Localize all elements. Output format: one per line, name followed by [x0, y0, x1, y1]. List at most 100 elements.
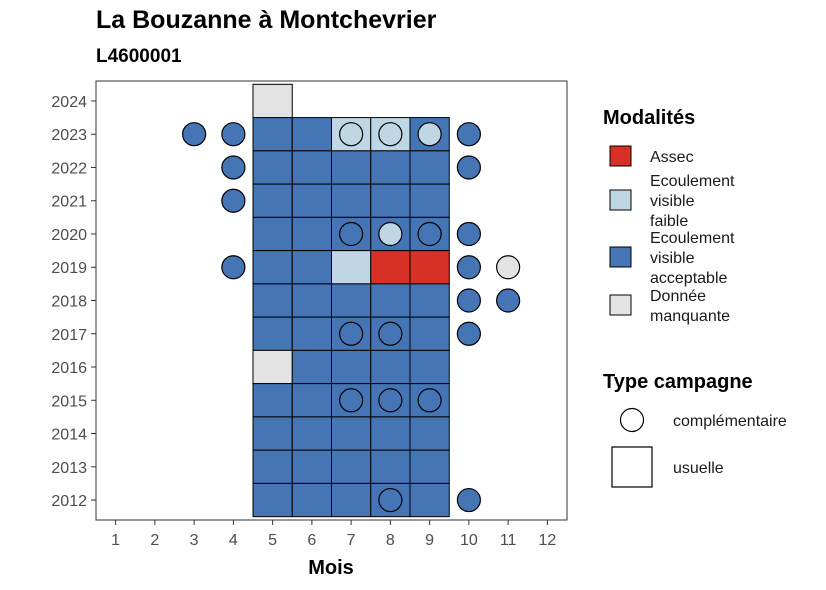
legend-key-acceptable: [609, 246, 632, 268]
tile-2014-6: [291, 416, 332, 451]
tile-2013-6: [291, 449, 332, 484]
chart-title: La Bouzanne à Montchevrier: [96, 6, 437, 34]
y-tick-label-2019: 2019: [51, 260, 87, 277]
point-2023-3: [182, 122, 207, 147]
tile-2018-7: [331, 283, 372, 318]
tile-2013-8: [370, 449, 411, 484]
point-2018-10: [456, 288, 481, 313]
tile-2012-6: [291, 482, 332, 518]
legend-label-faible-1: visible: [650, 193, 695, 210]
axes: 1 2 3 4 5 6 7 8 9 10 11 122012201320142015201620172…: [51, 94, 556, 549]
legend-label-acceptable-2: acceptable: [650, 270, 727, 287]
tile-2017-5: [252, 316, 293, 351]
point-2012-10: [456, 487, 481, 513]
legend-title-type-campagne: Type campagne: [603, 371, 753, 393]
point-2020-9: [417, 221, 442, 247]
point-2018-11: [496, 288, 521, 313]
tile-2019-8: [370, 250, 411, 285]
point-2020-7: [339, 221, 364, 247]
legend-label-manquante-1: manquante: [650, 308, 730, 325]
point-2019-4: [221, 255, 246, 280]
tile-2012-7: [331, 482, 372, 518]
point-2017-7: [339, 321, 364, 346]
y-tick-label-2017: 2017: [51, 327, 87, 344]
tile-2016-6: [291, 349, 332, 385]
point-2023-8: [378, 122, 403, 147]
tile-2014-7: [331, 416, 372, 451]
tile-2021-5: [252, 183, 293, 218]
point-2015-7: [339, 388, 364, 413]
tile-2021-8: [370, 183, 411, 218]
y-tick-label-2023: 2023: [51, 127, 87, 144]
x-tick-label-6: 6: [307, 532, 316, 549]
tile-2022-6: [291, 150, 332, 185]
x-tick-label-2: 2: [150, 532, 159, 549]
tile-2015-6: [291, 383, 332, 418]
tile-2017-6: [291, 316, 332, 351]
tile-2016-7: [331, 349, 372, 385]
tile-2014-9: [409, 416, 450, 451]
point-2019-11: [496, 255, 521, 280]
legend-label-usuelle: usuelle: [673, 460, 724, 477]
tile-2013-5: [252, 449, 293, 484]
tile-2022-9: [409, 150, 450, 185]
x-tick-label-5: 5: [268, 532, 277, 549]
tile-2018-5: [252, 283, 293, 318]
point-2021-4: [221, 188, 246, 213]
complementaire-points: [182, 122, 521, 513]
legend-key-usuelle: [611, 446, 653, 488]
y-tick-label-2016: 2016: [51, 360, 87, 377]
point-2017-8: [378, 321, 403, 346]
x-tick-label-11: 11: [500, 532, 517, 549]
point-2023-9: [417, 122, 442, 147]
point-2023-10: [456, 122, 481, 147]
tile-2022-5: [252, 150, 293, 185]
legend-key-assec: [609, 145, 632, 167]
tile-2020-6: [291, 216, 332, 252]
x-tick-label-12: 12: [538, 532, 556, 549]
y-tick-label-2022: 2022: [51, 160, 87, 177]
legend-key-faible: [609, 189, 632, 211]
tile-2021-7: [331, 183, 372, 218]
x-tick-label-10: 10: [460, 532, 478, 549]
legend: ModalitésAssecEcoulementvisiblefaibleEco…: [603, 107, 787, 488]
point-2023-4: [221, 122, 246, 147]
tile-2016-8: [370, 349, 411, 385]
point-2022-4: [221, 155, 246, 180]
tile-2017-9: [409, 316, 450, 351]
x-tick-label-8: 8: [386, 532, 395, 549]
y-tick-label-2024: 2024: [51, 94, 87, 111]
legend-label-assec-0: Assec: [650, 149, 694, 166]
chart-subtitle: L4600001: [96, 46, 182, 67]
y-tick-label-2020: 2020: [51, 227, 87, 244]
tile-2018-6: [291, 283, 332, 318]
x-tick-label-7: 7: [347, 532, 356, 549]
y-tick-label-2014: 2014: [51, 427, 87, 444]
tile-2019-7: [331, 250, 372, 285]
tile-2024-5: [252, 83, 293, 119]
point-2015-8: [378, 388, 403, 413]
y-tick-label-2012: 2012: [51, 493, 87, 510]
tile-2020-5: [252, 216, 293, 252]
legend-key-manquante: [609, 294, 632, 316]
point-2022-10: [456, 155, 481, 180]
tile-2013-9: [409, 449, 450, 484]
tile-2014-5: [252, 416, 293, 451]
x-axis-title: Mois: [308, 557, 354, 579]
y-tick-label-2018: 2018: [51, 294, 87, 311]
legend-label-acceptable-1: visible: [650, 250, 695, 267]
x-tick-label-3: 3: [190, 532, 199, 549]
legend-label-acceptable-0: Ecoulement: [650, 230, 735, 247]
legend-title-modalites: Modalités: [603, 107, 695, 129]
tile-2019-6: [291, 250, 332, 285]
tile-2018-8: [370, 283, 411, 318]
tile-2021-6: [291, 183, 332, 218]
tile-2012-5: [252, 482, 293, 518]
legend-key-complementaire: [619, 407, 645, 433]
tile-2016-9: [409, 349, 450, 385]
x-tick-label-9: 9: [425, 532, 434, 549]
tile-2019-9: [409, 250, 450, 285]
x-tick-label-1: 1: [111, 532, 120, 549]
x-tick-label-4: 4: [229, 532, 238, 549]
